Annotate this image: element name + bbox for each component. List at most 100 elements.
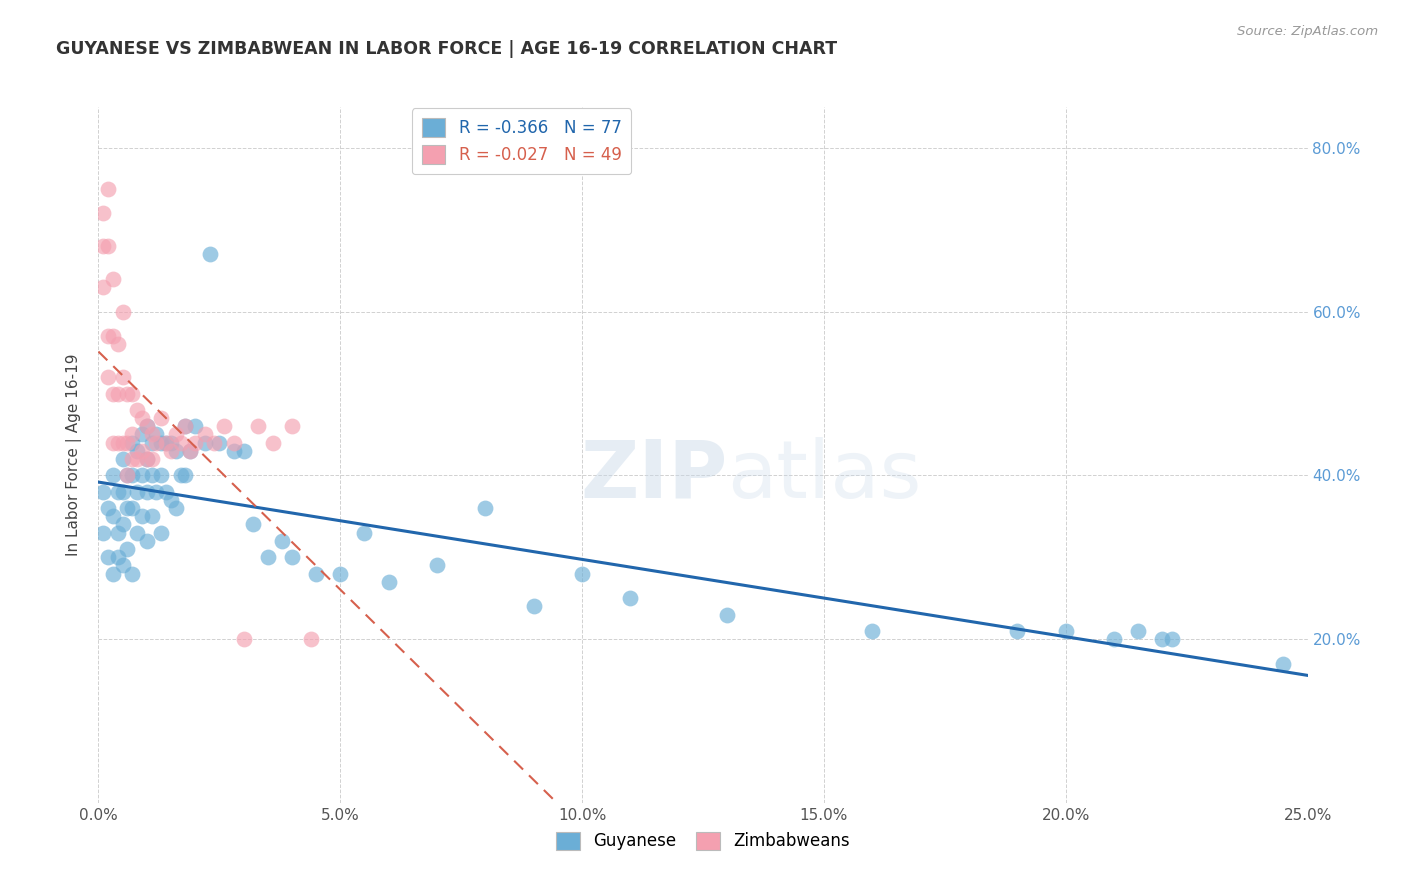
Point [135, 419, 157, 434]
Point [194, 435, 217, 450]
Point [91, 239, 114, 253]
Point [131, 443, 153, 458]
Point [135, 484, 157, 499]
Point [101, 566, 124, 581]
Point [141, 427, 163, 442]
Point [155, 435, 177, 450]
Text: atlas: atlas [727, 437, 921, 515]
Point [305, 566, 328, 581]
Legend: Guyanese, Zimbabweans: Guyanese, Zimbabweans [550, 825, 856, 857]
Point [1152, 632, 1174, 646]
Point [1007, 624, 1029, 638]
Point [150, 468, 173, 483]
Point [204, 435, 226, 450]
Point [91, 206, 114, 220]
Point [141, 468, 163, 483]
Point [329, 566, 352, 581]
Point [97, 182, 120, 196]
Point [174, 419, 197, 434]
Point [121, 386, 143, 401]
Point [121, 435, 143, 450]
Point [131, 427, 153, 442]
Point [212, 419, 235, 434]
Point [160, 435, 183, 450]
Point [117, 386, 139, 401]
Point [121, 501, 143, 516]
Point [97, 550, 120, 565]
Point [208, 435, 231, 450]
Point [222, 443, 245, 458]
Point [179, 443, 201, 458]
Point [242, 517, 264, 532]
Point [160, 492, 183, 507]
Point [111, 452, 134, 467]
Point [111, 558, 134, 573]
Point [111, 435, 134, 450]
Point [165, 443, 187, 458]
Point [101, 329, 124, 343]
Text: Source: ZipAtlas.com: Source: ZipAtlas.com [1237, 25, 1378, 38]
Point [131, 411, 153, 425]
Point [169, 468, 191, 483]
Point [184, 419, 207, 434]
Point [426, 558, 449, 573]
Point [165, 427, 187, 442]
Point [1128, 624, 1150, 638]
Point [155, 484, 177, 499]
Point [107, 525, 129, 540]
Point [121, 452, 143, 467]
Point [145, 427, 167, 442]
Point [101, 386, 124, 401]
Point [1272, 657, 1295, 671]
Point [127, 443, 149, 458]
Point [111, 304, 134, 318]
Point [117, 435, 139, 450]
Point [135, 452, 157, 467]
Point [160, 443, 183, 458]
Point [117, 468, 139, 483]
Point [141, 452, 163, 467]
Point [184, 435, 207, 450]
Point [131, 509, 153, 524]
Point [262, 435, 284, 450]
Point [117, 468, 139, 483]
Point [127, 525, 149, 540]
Point [474, 501, 496, 516]
Point [174, 419, 197, 434]
Text: ZIP: ZIP [579, 437, 727, 515]
Point [194, 427, 217, 442]
Point [97, 370, 120, 384]
Point [141, 509, 163, 524]
Point [101, 435, 124, 450]
Point [271, 533, 294, 548]
Point [121, 468, 143, 483]
Point [111, 370, 134, 384]
Point [107, 484, 129, 499]
Point [141, 435, 163, 450]
Point [127, 484, 149, 499]
Point [619, 591, 641, 606]
Point [135, 419, 157, 434]
Point [101, 272, 124, 286]
Point [150, 525, 173, 540]
Point [232, 632, 254, 646]
Point [169, 435, 191, 450]
Point [150, 411, 173, 425]
Point [716, 607, 738, 622]
Point [174, 468, 197, 483]
Point [1161, 632, 1184, 646]
Point [91, 280, 114, 294]
Point [1102, 632, 1125, 646]
Point [97, 501, 120, 516]
Point [127, 452, 149, 467]
Point [256, 550, 278, 565]
Point [107, 386, 129, 401]
Point [165, 501, 187, 516]
Point [1054, 624, 1077, 638]
Point [247, 419, 270, 434]
Point [377, 574, 399, 589]
Point [232, 443, 254, 458]
Point [135, 533, 157, 548]
Point [117, 501, 139, 516]
Point [121, 427, 143, 442]
